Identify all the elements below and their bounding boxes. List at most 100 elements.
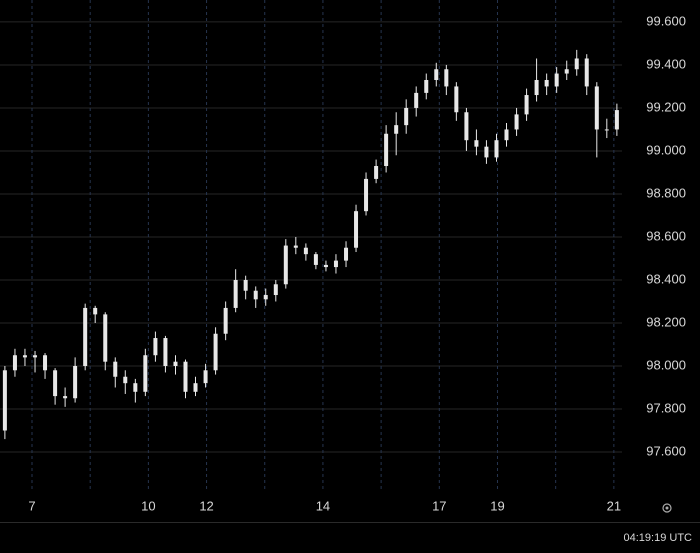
candle bbox=[233, 269, 238, 313]
candle-body bbox=[263, 295, 268, 300]
candle-body bbox=[283, 245, 288, 285]
candle bbox=[614, 103, 619, 136]
candle-body bbox=[333, 260, 338, 268]
candle-body bbox=[464, 112, 469, 141]
candle bbox=[273, 279, 278, 302]
candle bbox=[354, 204, 359, 253]
y-tick-label: 98.800 bbox=[646, 185, 686, 200]
x-tick-label: 14 bbox=[316, 498, 330, 513]
candle-body bbox=[233, 279, 238, 308]
settings-icon[interactable] bbox=[662, 503, 672, 513]
candle bbox=[544, 73, 549, 96]
y-tick-label: 99.400 bbox=[646, 56, 686, 71]
candle bbox=[22, 348, 27, 366]
candle-body bbox=[484, 146, 489, 158]
candle bbox=[173, 355, 178, 375]
candle-body bbox=[494, 140, 499, 158]
candle-body bbox=[514, 114, 519, 130]
candle-body bbox=[534, 79, 539, 96]
candle-body bbox=[604, 129, 609, 131]
candle bbox=[213, 327, 218, 375]
y-tick-label: 98.400 bbox=[646, 271, 686, 286]
candles bbox=[2, 49, 619, 440]
candle-body bbox=[113, 361, 118, 377]
candle bbox=[2, 365, 7, 440]
candle-body bbox=[424, 79, 429, 93]
candle bbox=[53, 368, 58, 405]
candle bbox=[113, 357, 118, 388]
candle bbox=[303, 243, 308, 261]
candle bbox=[243, 275, 248, 300]
candle-body bbox=[614, 110, 619, 130]
settings-icon-center[interactable] bbox=[665, 506, 669, 510]
candle-body bbox=[384, 133, 389, 167]
candle-body bbox=[183, 361, 188, 392]
candle-body bbox=[303, 247, 308, 255]
candle-body bbox=[544, 79, 549, 87]
candle-body bbox=[454, 86, 459, 113]
y-tick-label: 99.000 bbox=[646, 142, 686, 157]
candle-body bbox=[504, 129, 509, 141]
candle bbox=[283, 239, 288, 289]
candle-body bbox=[223, 307, 228, 334]
candle-body bbox=[293, 245, 298, 248]
candle-body bbox=[374, 166, 379, 179]
candle bbox=[33, 350, 38, 373]
x-tick-label: 21 bbox=[607, 498, 621, 513]
candle bbox=[374, 159, 379, 184]
candle-body bbox=[434, 69, 439, 80]
candle bbox=[534, 58, 539, 102]
x-tick-label: 10 bbox=[141, 498, 155, 513]
candle-body bbox=[73, 365, 78, 399]
candle-body bbox=[173, 361, 178, 366]
candle bbox=[434, 62, 439, 87]
candle-body bbox=[273, 284, 278, 296]
candle-body bbox=[43, 355, 48, 371]
y-tick-label: 99.200 bbox=[646, 99, 686, 114]
candle bbox=[183, 359, 188, 399]
candle bbox=[524, 88, 529, 121]
candle-body bbox=[133, 383, 138, 392]
candle bbox=[464, 107, 469, 151]
clock: 04:19:19 UTC bbox=[624, 532, 693, 544]
x-tick-label: 17 bbox=[432, 498, 446, 513]
candle bbox=[253, 286, 258, 308]
candle-body bbox=[364, 178, 369, 212]
candle-body bbox=[53, 370, 58, 397]
candle-body bbox=[444, 69, 449, 87]
candle bbox=[344, 241, 349, 268]
candle bbox=[203, 363, 208, 388]
candle bbox=[364, 172, 369, 216]
candle-body bbox=[524, 95, 529, 115]
candle-body bbox=[213, 333, 218, 371]
candle bbox=[63, 387, 68, 407]
y-tick-label: 97.800 bbox=[646, 400, 686, 415]
candle-body bbox=[163, 338, 168, 366]
candle bbox=[454, 82, 459, 121]
candle bbox=[193, 376, 198, 397]
candle-body bbox=[22, 355, 27, 358]
candle bbox=[293, 236, 298, 255]
y-tick-label: 98.200 bbox=[646, 314, 686, 329]
candle-body bbox=[153, 338, 158, 356]
candle bbox=[504, 123, 509, 147]
candle bbox=[323, 260, 328, 272]
candle bbox=[594, 82, 599, 158]
candle-body bbox=[414, 92, 419, 108]
candle-body bbox=[203, 370, 208, 384]
candle-body bbox=[243, 279, 248, 291]
candle-body bbox=[574, 58, 579, 70]
candle-body bbox=[83, 307, 88, 366]
candle bbox=[484, 140, 489, 164]
candle-body bbox=[123, 376, 128, 384]
candle-body bbox=[103, 314, 108, 362]
candle bbox=[604, 118, 609, 139]
candle bbox=[123, 370, 128, 394]
candle bbox=[333, 254, 338, 274]
candle bbox=[404, 99, 409, 134]
settings-icon-ring[interactable] bbox=[662, 503, 672, 513]
candle bbox=[93, 305, 98, 323]
candle bbox=[574, 49, 579, 76]
